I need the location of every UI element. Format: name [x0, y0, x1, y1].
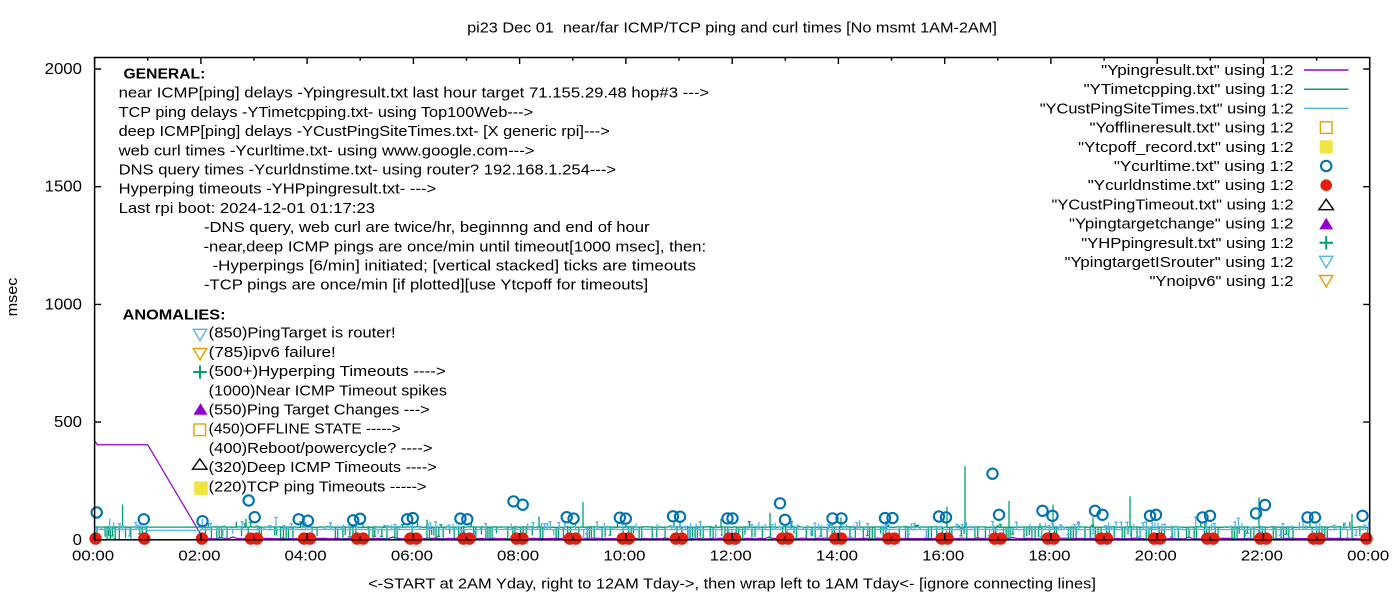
svg-text:(220)TCP ping Timeouts ----->: (220)TCP ping Timeouts ----->: [209, 478, 427, 495]
svg-text:1000: 1000: [45, 296, 83, 313]
svg-text:"Ycurltime.txt" using 1:2: "Ycurltime.txt" using 1:2: [1114, 158, 1294, 175]
svg-text:"Yofflineresult.txt" using 1:2: "Yofflineresult.txt" using 1:2: [1090, 120, 1294, 137]
svg-text:02:00: 02:00: [178, 548, 220, 565]
svg-text:DNS query times -Ycurldnstime.: DNS query times -Ycurldnstime.txt- using…: [119, 162, 617, 179]
svg-text:00:00: 00:00: [1347, 548, 1389, 565]
svg-text:22:00: 22:00: [1241, 548, 1283, 565]
svg-text:10:00: 10:00: [603, 548, 645, 565]
svg-text:(450)OFFLINE STATE ----->: (450)OFFLINE STATE ----->: [209, 421, 401, 438]
svg-text:pi23 Dec 01 near/far ICMP/TCP: pi23 Dec 01 near/far ICMP/TCP ping and c…: [467, 20, 997, 37]
svg-text:web curl times -Ycurltime.txt-: web curl times -Ycurltime.txt- using www…: [117, 142, 534, 159]
svg-text:(500+)Hyperping Timeouts ---->: (500+)Hyperping Timeouts ---->: [209, 363, 446, 380]
svg-text:1500: 1500: [45, 179, 83, 196]
svg-text:"Ytcpoff_record.txt" using 1:2: "Ytcpoff_record.txt" using 1:2: [1078, 139, 1293, 156]
svg-text:14:00: 14:00: [816, 548, 858, 565]
svg-text:(850)PingTarget is router!: (850)PingTarget is router!: [209, 325, 396, 342]
svg-text:Hyperping timeouts -YHPpingres: Hyperping timeouts -YHPpingresult.txt- -…: [119, 181, 437, 198]
svg-text:18:00: 18:00: [1028, 548, 1070, 565]
svg-text:08:00: 08:00: [497, 548, 539, 565]
svg-text:(320)Deep ICMP Timeouts ---->: (320)Deep ICMP Timeouts ---->: [209, 459, 437, 476]
svg-text:20:00: 20:00: [1135, 548, 1177, 565]
svg-text:"Ynoipv6" using 1:2: "Ynoipv6" using 1:2: [1150, 273, 1294, 290]
svg-text:(1000)Near ICMP Timeout spikes: (1000)Near ICMP Timeout spikes: [209, 382, 447, 399]
svg-text:-DNS query, web curl are twice: -DNS query, web curl are twice/hr, begin…: [204, 219, 650, 236]
svg-text:(550)Ping Target Changes --->: (550)Ping Target Changes --->: [209, 402, 430, 419]
svg-text:"Ypingtargetchange" using 1:2: "Ypingtargetchange" using 1:2: [1069, 216, 1294, 233]
svg-text:"Ypingresult.txt" using 1:2: "Ypingresult.txt" using 1:2: [1101, 62, 1293, 79]
svg-text:-Hyperpings [6/min] initiated;: -Hyperpings [6/min] initiated; [vertical…: [213, 258, 697, 275]
svg-text:16:00: 16:00: [922, 548, 964, 565]
svg-text:"YCustPingTimeout.txt" using 1: "YCustPingTimeout.txt" using 1:2: [1052, 196, 1294, 213]
svg-text:500: 500: [54, 414, 82, 431]
svg-text:2000: 2000: [45, 61, 83, 78]
svg-text:TCP ping delays -YTimetcpping.: TCP ping delays -YTimetcpping.txt- using…: [119, 104, 534, 121]
svg-text:-near,deep ICMP pings are once: -near,deep ICMP pings are once/min until…: [204, 238, 707, 255]
svg-text:04:00: 04:00: [285, 548, 327, 565]
svg-text:msec: msec: [4, 277, 21, 316]
svg-text:Last rpi boot: 2024-12-01 01:1: Last rpi boot: 2024-12-01 01:17:23: [119, 200, 376, 217]
svg-text:"YpingtargetISrouter" using 1:: "YpingtargetISrouter" using 1:2: [1065, 254, 1294, 271]
svg-text:12:00: 12:00: [710, 548, 752, 565]
svg-text:near ICMP[ping] delays -Ypingr: near ICMP[ping] delays -Ypingresult.txt …: [119, 85, 710, 102]
svg-text:"YTimetcpping.txt" using 1:2: "YTimetcpping.txt" using 1:2: [1084, 81, 1294, 98]
svg-text:(785)ipv6 failure!: (785)ipv6 failure!: [209, 344, 336, 361]
svg-text:ANOMALIES:: ANOMALIES:: [123, 306, 226, 323]
svg-text:06:00: 06:00: [391, 548, 433, 565]
svg-text:00:00: 00:00: [72, 548, 114, 565]
svg-text:GENERAL:: GENERAL:: [124, 66, 206, 83]
svg-text:<-START at 2AM Yday, right to: <-START at 2AM Yday, right to 12AM Tday-…: [368, 576, 1096, 593]
svg-text:"Ycurldnstime.txt" using 1:2: "Ycurldnstime.txt" using 1:2: [1088, 177, 1294, 194]
svg-text:"YHPpingresult.txt" using 1:2: "YHPpingresult.txt" using 1:2: [1081, 235, 1293, 252]
svg-text:(400)Reboot/powercycle? ---->: (400)Reboot/powercycle? ---->: [209, 440, 433, 457]
svg-text:"YCustPingSiteTimes.txt" using: "YCustPingSiteTimes.txt" using 1:2: [1040, 100, 1294, 117]
svg-text:deep ICMP[ping] delays -YCustP: deep ICMP[ping] delays -YCustPingSiteTim…: [119, 123, 610, 140]
svg-text:0: 0: [73, 532, 82, 549]
svg-text:-TCP pings are once/min [if pl: -TCP pings are once/min [if plotted][use…: [204, 277, 648, 294]
